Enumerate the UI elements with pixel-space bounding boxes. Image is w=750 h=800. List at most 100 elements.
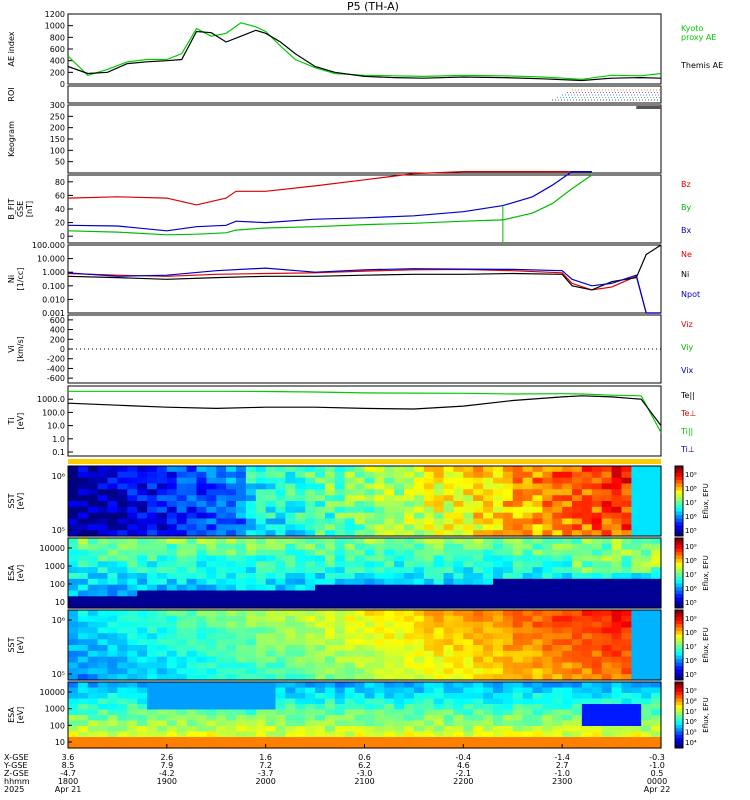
spectro-cell-sst_i (255, 656, 267, 664)
spectro-cell-sst_i (245, 674, 257, 681)
spectro-cell-sst_e (107, 518, 118, 525)
spectro-cell-esa_e (186, 555, 198, 562)
spectro-cell-sst_e (453, 518, 464, 525)
spectro-cell-sst_i (236, 610, 247, 617)
spectro-cell-esa_i (581, 715, 593, 722)
spectro-cell-sst_i (522, 615, 534, 623)
spectro-cell-esa_i (344, 693, 356, 700)
spectro-cell-sst_i (97, 639, 109, 646)
colorbar-cell-esa_e (675, 576, 683, 581)
spectro-cell-esa_e (394, 596, 405, 603)
spectro-cell-esa_i (255, 704, 267, 711)
spectro-cell-esa_e (413, 567, 425, 574)
spectro-cell-sst_i (394, 627, 405, 634)
spectro-cell-esa_e (305, 561, 316, 568)
spectro-cell-sst_e (384, 489, 395, 496)
spectro-cell-sst_i (344, 674, 356, 681)
spectro-cell-sst_e (107, 495, 118, 502)
spectro-cell-sst_i (631, 633, 642, 640)
spectro-cell-esa_e (107, 567, 118, 574)
spectro-cell-esa_i (394, 737, 405, 744)
spectro-cell-sst_e (107, 524, 118, 531)
spectro-cell-esa_e (433, 596, 445, 603)
spectro-cell-sst_e (443, 489, 455, 496)
spectro-cell-sst_e (374, 477, 385, 485)
colorbar-cell-sst_i (675, 610, 683, 614)
spectro-cell-sst_e (315, 495, 326, 502)
spectro-cell-esa_e (137, 596, 148, 603)
spectro-cell-sst_i (295, 615, 306, 623)
spectro-cell-esa_e (562, 555, 573, 562)
spectro-cell-esa_i (107, 737, 118, 744)
spectro-cell-sst_i (621, 610, 632, 617)
spectro-cell-esa_i (404, 709, 415, 716)
spectro-cell-sst_e (305, 483, 316, 490)
spectro-cell-sst_e (186, 524, 198, 531)
spectro-cell-esa_i (206, 704, 217, 711)
spectro-cell-esa_e (186, 596, 198, 603)
spectro-cell-esa_e (364, 590, 375, 597)
spectro-cell-sst_i (453, 645, 464, 652)
spectro-cell-esa_e (77, 561, 89, 568)
spectro-cell-esa_e (394, 549, 405, 557)
spectro-cell-sst_i (354, 645, 366, 652)
spectro-cell-esa_i (68, 731, 79, 738)
spectro-cell-sst_e (581, 501, 593, 508)
spectro-cell-esa_i (68, 693, 79, 700)
spectro-cell-sst_i (502, 610, 514, 617)
spectro-cell-esa_e (147, 573, 158, 580)
spectro-cell-sst_i (107, 662, 118, 669)
spectro-cell-esa_e (621, 573, 632, 580)
spectro-cell-esa_i (305, 742, 316, 749)
spectro-cell-sst_e (354, 518, 366, 525)
spectro-cell-sst_e (601, 471, 613, 479)
spectro-cell-sst_e (275, 471, 286, 479)
spectro-cell-sst_e (532, 483, 543, 490)
spectro-cell-sst_e (413, 483, 425, 490)
colorbar-cell-esa_e (675, 562, 683, 567)
spectro-cell-sst_i (651, 668, 662, 675)
spectro-cell-esa_e (156, 584, 168, 592)
spectro-cell-sst_e (77, 501, 89, 508)
ephemeris-value: 2200 (453, 777, 473, 786)
spectro-cell-sst_i (601, 627, 613, 634)
spectro-cell-sst_i (107, 639, 118, 646)
spectro-cell-esa_i (512, 709, 524, 716)
spectro-cell-esa_i (127, 737, 138, 744)
spectro-cell-sst_e (493, 524, 504, 531)
spectro-cell-esa_e (156, 555, 168, 562)
spectro-cell-sst_i (572, 615, 583, 623)
spectro-cell-sst_i (236, 662, 247, 669)
spectro-cell-sst_i (186, 610, 198, 617)
spectro-cell-esa_i (325, 709, 336, 716)
spectro-cell-esa_e (562, 596, 573, 603)
spectro-cell-sst_i (404, 621, 415, 629)
spectro-cell-sst_e (334, 530, 346, 537)
colorbar-cell-esa_i (675, 682, 683, 686)
spectro-cell-sst_e (156, 495, 168, 502)
spectro-cell-esa_e (433, 549, 445, 557)
spectro-cell-esa_i (591, 720, 603, 727)
spectro-cell-esa_i (631, 715, 642, 722)
spectro-cell-esa_i (473, 726, 484, 733)
ytick-label-keogram: 100 (50, 146, 65, 155)
colorbar-tick-sst_e: 10⁹ (685, 471, 697, 479)
spectro-cell-esa_e (641, 602, 652, 609)
spectro-cell-esa_i (325, 715, 336, 722)
spectro-cell-sst_e (413, 501, 425, 508)
spectro-cell-esa_i (532, 731, 543, 738)
spectro-cell-sst_i (107, 633, 118, 640)
spectro-cell-sst_e (245, 506, 257, 514)
colorbar-cell-esa_e (675, 604, 683, 609)
spectro-cell-esa_i (68, 737, 79, 744)
spectro-cell-sst_e (512, 489, 524, 496)
spectro-cell-esa_i (176, 698, 188, 705)
spectro-cell-esa_e (423, 573, 435, 580)
spectro-cell-esa_e (325, 578, 336, 586)
spectro-cell-esa_i (295, 737, 306, 744)
spectro-cell-esa_e (374, 578, 385, 586)
spectro-cell-esa_e (384, 555, 395, 562)
spectro-cell-sst_e (275, 506, 286, 514)
spectro-cell-sst_e (87, 530, 99, 537)
spectro-cell-esa_i (512, 737, 524, 744)
